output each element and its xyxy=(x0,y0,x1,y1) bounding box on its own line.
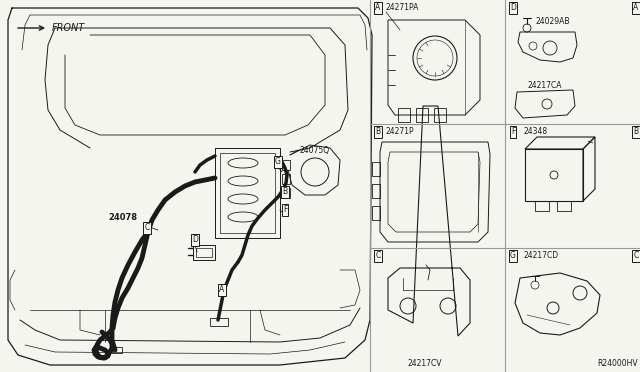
Text: R24000HV: R24000HV xyxy=(597,359,638,368)
Text: A: A xyxy=(376,3,381,13)
Text: 24075Q: 24075Q xyxy=(300,145,330,154)
Bar xyxy=(210,318,228,326)
Text: 24217CD: 24217CD xyxy=(523,251,558,260)
Text: G: G xyxy=(510,251,516,260)
Bar xyxy=(372,184,380,198)
Bar xyxy=(535,201,549,211)
Bar xyxy=(282,160,290,170)
Bar xyxy=(196,248,212,257)
Bar xyxy=(215,148,280,238)
Text: B: B xyxy=(634,128,639,137)
Text: C: C xyxy=(634,251,639,260)
Text: F: F xyxy=(511,128,515,137)
Bar xyxy=(112,347,122,353)
Bar xyxy=(282,174,290,184)
Bar xyxy=(416,108,428,122)
Bar xyxy=(372,206,380,220)
Text: D: D xyxy=(510,3,516,13)
Bar xyxy=(525,149,583,201)
Text: G: G xyxy=(275,157,281,167)
Text: B: B xyxy=(376,128,381,137)
Bar xyxy=(220,153,275,233)
Text: 24271P: 24271P xyxy=(386,128,415,137)
Text: F: F xyxy=(283,205,287,215)
Text: FRONT: FRONT xyxy=(52,23,85,33)
Bar xyxy=(372,162,380,176)
Text: B: B xyxy=(282,187,287,196)
Bar xyxy=(193,245,215,260)
Text: A: A xyxy=(634,3,639,13)
Text: C: C xyxy=(145,224,150,232)
Text: 24217CA: 24217CA xyxy=(527,80,561,90)
Bar xyxy=(282,188,290,198)
Text: 24348: 24348 xyxy=(523,128,547,137)
Text: 24271PA: 24271PA xyxy=(386,3,419,13)
Text: D: D xyxy=(192,235,198,244)
Text: 24078: 24078 xyxy=(108,214,137,222)
Text: 24029AB: 24029AB xyxy=(535,17,570,26)
Text: C: C xyxy=(376,251,381,260)
Bar xyxy=(557,201,571,211)
Text: 24217CV: 24217CV xyxy=(408,359,442,369)
Bar xyxy=(434,108,446,122)
Text: A: A xyxy=(220,285,225,295)
Bar xyxy=(398,108,410,122)
